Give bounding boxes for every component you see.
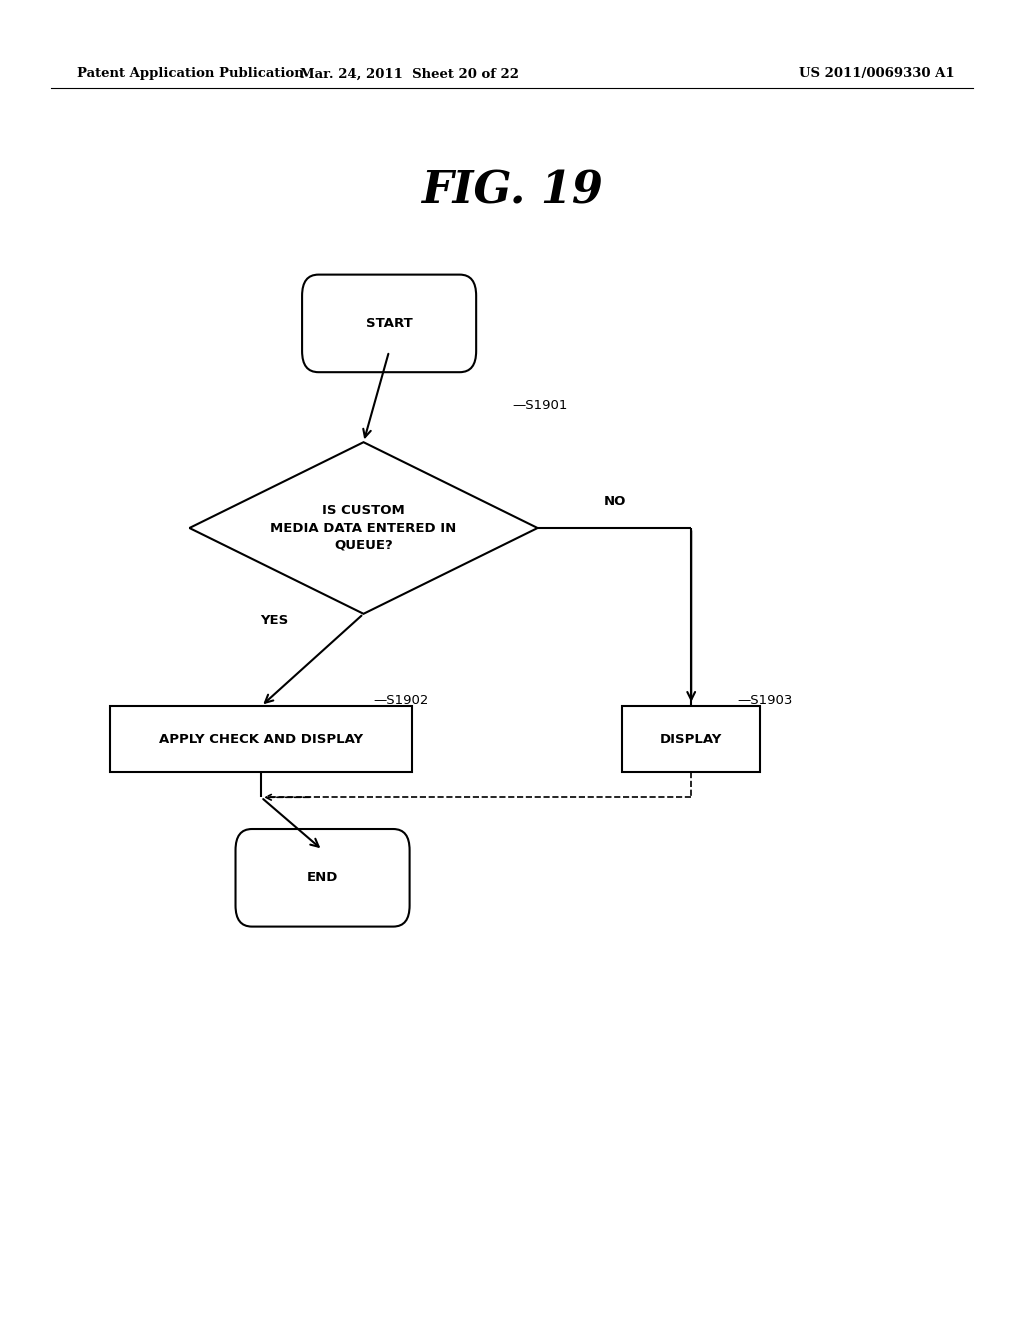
Text: YES: YES [260,614,289,627]
FancyBboxPatch shape [236,829,410,927]
Text: START: START [366,317,413,330]
Text: IS CUSTOM
MEDIA DATA ENTERED IN
QUEUE?: IS CUSTOM MEDIA DATA ENTERED IN QUEUE? [270,504,457,552]
Text: NO: NO [604,495,627,508]
Text: —S1901: —S1901 [512,399,567,412]
Polygon shape [189,442,538,614]
Text: US 2011/0069330 A1: US 2011/0069330 A1 [799,67,954,81]
Bar [111,706,412,772]
Text: —S1902: —S1902 [374,694,429,708]
Bar [623,706,760,772]
Text: APPLY CHECK AND DISPLAY: APPLY CHECK AND DISPLAY [159,733,364,746]
Text: Patent Application Publication: Patent Application Publication [77,67,303,81]
Text: Mar. 24, 2011  Sheet 20 of 22: Mar. 24, 2011 Sheet 20 of 22 [300,67,519,81]
Text: —S1903: —S1903 [737,694,793,708]
Text: DISPLAY: DISPLAY [660,733,722,746]
FancyBboxPatch shape [302,275,476,372]
Text: END: END [307,871,338,884]
Text: FIG. 19: FIG. 19 [421,170,603,213]
